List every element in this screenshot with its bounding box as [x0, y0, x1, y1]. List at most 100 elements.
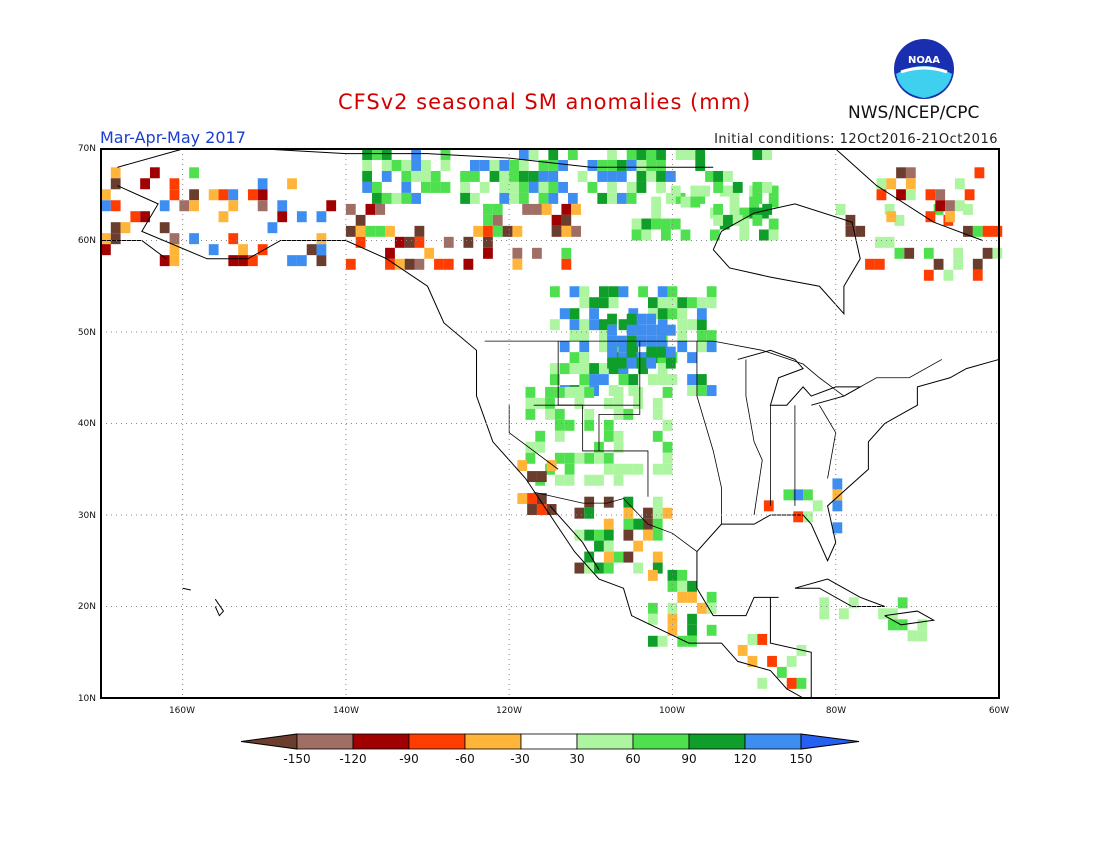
anomaly-cell: [623, 496, 634, 508]
colorbar-label: 120: [733, 752, 757, 766]
anomaly-cell: [667, 374, 678, 386]
anomaly-cell: [623, 529, 634, 541]
anomaly-cell: [355, 225, 366, 237]
anomaly-cell: [757, 677, 768, 689]
anomaly-cell: [894, 214, 905, 226]
anomaly-cell: [598, 363, 609, 375]
anomaly-cell: [159, 200, 170, 212]
anomaly-cell: [385, 247, 395, 259]
anomaly-cell: [762, 181, 773, 193]
anomaly-cell: [414, 236, 425, 248]
anomaly-cell: [935, 200, 946, 212]
anomaly-cell: [473, 225, 484, 237]
anomaly-cell: [623, 518, 634, 530]
anomaly-cells: [101, 149, 1003, 689]
anomaly-cell: [747, 655, 758, 667]
anomaly-cell: [404, 236, 415, 248]
anomaly-cell: [628, 341, 639, 353]
anomaly-cell: [713, 181, 724, 193]
anomaly-cell: [130, 211, 141, 223]
anomaly-cell: [690, 185, 701, 197]
anomaly-cell: [657, 297, 668, 309]
anomaly-cell: [545, 386, 555, 398]
anomaly-cell: [651, 218, 662, 230]
anomaly-cell: [479, 159, 490, 171]
anomaly-cell: [101, 233, 111, 245]
anomaly-cell: [489, 170, 500, 182]
anomaly-cell: [713, 203, 724, 215]
anomaly-cell: [579, 286, 590, 298]
anomaly-cell: [943, 269, 954, 281]
anomaly-cell: [652, 529, 663, 541]
anomaly-cell: [362, 149, 373, 160]
anomaly-cell: [819, 597, 830, 609]
anomaly-cell: [656, 159, 666, 171]
anomaly-cell: [440, 159, 451, 171]
anomaly-cell: [631, 229, 642, 241]
anomaly-cell: [546, 504, 557, 515]
lon-label-80w: 80W: [825, 706, 847, 716]
anomaly-cell: [584, 452, 595, 464]
anomaly-cell: [603, 463, 614, 475]
anomaly-cell: [228, 255, 239, 267]
anomaly-cell: [665, 170, 676, 182]
political-border: [696, 341, 722, 525]
anomaly-cell: [608, 297, 619, 309]
anomaly-cell: [616, 357, 627, 369]
anomaly-cell: [832, 478, 843, 490]
anomaly-cell: [463, 236, 474, 248]
anomaly-cell: [874, 236, 885, 248]
anomaly-cell: [518, 181, 529, 193]
anomaly-cell: [411, 170, 422, 182]
anomaly-cell: [757, 633, 768, 645]
anomaly-cell: [218, 211, 229, 223]
anomaly-cell: [749, 196, 759, 208]
anomaly-cell: [737, 644, 748, 656]
anomaly-cell: [626, 192, 637, 204]
anomaly-cell: [651, 207, 662, 219]
anomaly-cell: [633, 540, 644, 552]
coastline: [712, 203, 861, 316]
anomaly-cell: [558, 181, 568, 193]
anomaly-cell: [277, 211, 288, 223]
colorbar-label: 150: [789, 752, 813, 766]
anomaly-cell: [597, 192, 608, 204]
anomaly-cell: [443, 258, 454, 270]
anomaly-cell: [752, 149, 763, 160]
anomaly-cell: [469, 159, 480, 171]
anomaly-cell: [434, 258, 444, 270]
anomaly-cell: [483, 236, 493, 248]
anomaly-cell: [607, 170, 617, 182]
anomaly-cell: [905, 178, 916, 190]
anomaly-cell: [564, 474, 575, 486]
anomaly-cell: [652, 496, 663, 508]
anomaly-cell: [933, 258, 944, 270]
anomaly-cell: [647, 635, 658, 647]
anomaly-cell: [594, 452, 604, 464]
anomaly-cell: [897, 597, 908, 609]
anomaly-cell: [607, 324, 617, 336]
anomaly-cell: [796, 677, 807, 689]
anomaly-cell: [945, 200, 955, 212]
coastline: [117, 148, 714, 168]
anomaly-cell: [613, 463, 624, 475]
anomaly-cell: [228, 200, 239, 212]
anomaly-cell: [732, 181, 743, 193]
anomaly-cell: [710, 229, 720, 241]
anomaly-cell: [667, 602, 678, 614]
anomaly-cell: [597, 170, 608, 182]
anomaly-cell: [876, 178, 887, 190]
anomaly-cell: [626, 149, 637, 160]
anomaly-cell: [430, 170, 441, 182]
anomaly-cell: [189, 189, 199, 201]
anomaly-cell: [732, 214, 743, 226]
anomaly-cell: [641, 229, 652, 241]
anomaly-cell: [680, 229, 691, 241]
anomaly-cell: [603, 397, 614, 409]
anomaly-cell: [589, 297, 599, 309]
anomaly-cell: [633, 397, 644, 409]
anomaly-cell: [345, 258, 356, 270]
anomaly-cell: [567, 149, 578, 160]
anomaly-cell: [626, 159, 637, 171]
anomaly-cell: [527, 504, 537, 515]
